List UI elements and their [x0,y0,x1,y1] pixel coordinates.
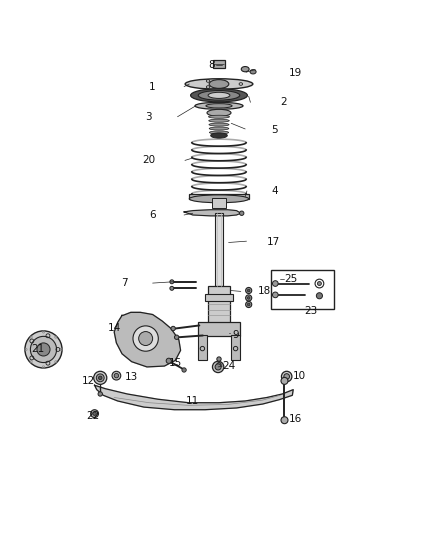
Text: 13: 13 [125,372,138,382]
Bar [212,198,226,207]
Polygon shape [114,312,180,367]
Ellipse shape [99,376,102,379]
Ellipse shape [250,70,256,74]
Ellipse shape [281,417,288,424]
Ellipse shape [206,103,232,108]
Text: 17: 17 [267,238,280,247]
Ellipse shape [272,281,278,286]
Ellipse shape [281,377,288,384]
Ellipse shape [217,362,221,367]
Ellipse shape [171,326,175,330]
Ellipse shape [170,280,174,284]
Ellipse shape [209,131,229,134]
Bar [198,322,240,336]
Bar [208,286,230,323]
Ellipse shape [208,92,230,99]
Text: 6: 6 [149,210,155,220]
Ellipse shape [25,331,62,368]
Ellipse shape [212,361,224,373]
Ellipse shape [139,332,152,345]
Ellipse shape [133,326,158,351]
Ellipse shape [241,67,249,72]
Ellipse shape [211,133,227,138]
Bar [215,213,223,286]
Ellipse shape [112,372,121,380]
Text: 25: 25 [285,274,298,284]
Polygon shape [95,385,293,410]
Ellipse shape [215,364,221,370]
Ellipse shape [217,357,221,361]
Ellipse shape [209,119,229,122]
Text: 16: 16 [289,414,302,424]
Text: 4: 4 [272,187,278,196]
Ellipse shape [209,79,229,88]
Ellipse shape [208,115,230,118]
Ellipse shape [37,343,50,356]
Ellipse shape [191,89,247,102]
Text: 22: 22 [86,411,99,421]
Text: 9: 9 [232,330,239,340]
Text: 2: 2 [280,98,287,107]
Text: 12: 12 [81,376,95,386]
Ellipse shape [247,303,250,306]
Ellipse shape [93,412,96,415]
Ellipse shape [98,392,102,396]
Ellipse shape [209,123,229,126]
Ellipse shape [282,372,292,382]
Ellipse shape [247,297,250,299]
Ellipse shape [189,195,249,203]
Text: 24: 24 [223,361,236,371]
Ellipse shape [182,368,186,372]
Ellipse shape [240,211,244,215]
Ellipse shape [174,335,179,340]
Ellipse shape [318,281,321,286]
Text: 20: 20 [142,156,155,165]
Ellipse shape [94,372,107,384]
Ellipse shape [91,410,99,417]
Text: 19: 19 [289,68,302,78]
Ellipse shape [209,127,229,130]
Ellipse shape [284,374,290,379]
Ellipse shape [30,336,57,362]
Text: 23: 23 [304,306,317,316]
Bar [231,335,240,360]
Ellipse shape [246,302,252,308]
Ellipse shape [114,374,119,378]
Bar [198,335,207,360]
Text: 7: 7 [121,278,127,288]
Ellipse shape [198,91,240,100]
Ellipse shape [272,292,278,298]
Bar [189,193,249,199]
Ellipse shape [170,286,174,290]
Text: 3: 3 [145,112,151,122]
Text: 15: 15 [169,358,182,368]
Text: 18: 18 [258,286,272,296]
Bar [271,270,334,309]
Ellipse shape [185,79,253,89]
Bar [213,60,225,68]
Polygon shape [184,210,241,216]
Ellipse shape [96,374,104,382]
Text: 14: 14 [107,324,121,334]
Ellipse shape [246,295,252,301]
Text: 10: 10 [293,370,306,381]
Text: 8: 8 [208,60,215,70]
Text: 5: 5 [272,125,278,135]
Ellipse shape [166,358,171,364]
Ellipse shape [316,293,322,299]
Ellipse shape [207,109,231,116]
Text: 11: 11 [186,395,199,406]
Ellipse shape [195,102,243,109]
Text: 21: 21 [31,344,44,353]
Text: 1: 1 [149,82,155,92]
Bar [205,294,233,302]
Ellipse shape [247,289,250,292]
Ellipse shape [246,287,252,294]
